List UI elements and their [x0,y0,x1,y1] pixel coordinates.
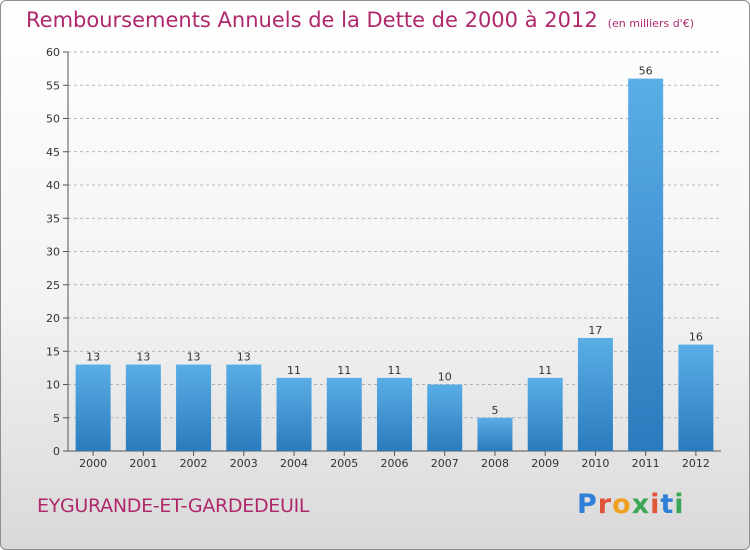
y-tick-label: 40 [46,179,60,192]
bar [678,344,714,451]
x-tick-label: 2000 [79,457,107,470]
bar [276,377,312,451]
brand-letter: i [674,489,685,520]
data-label: 11 [287,364,301,377]
data-label: 13 [86,351,100,364]
bar [226,364,262,451]
x-tick-label: 2002 [180,457,208,470]
data-label: 13 [136,351,150,364]
y-tick-label: 20 [46,312,60,325]
data-label: 13 [237,351,251,364]
y-tick-label: 0 [53,445,60,458]
y-tick-label: 25 [46,279,60,292]
y-tick-label: 30 [46,246,60,259]
bar [477,417,513,451]
y-tick-label: 50 [46,113,60,126]
data-label: 56 [639,65,653,78]
brand-letter: t [660,489,675,520]
chart-title-row: Remboursements Annuels de la Dette de 20… [26,8,694,32]
x-tick-label: 2012 [682,457,710,470]
chart-title: Remboursements Annuels de la Dette de 20… [26,8,598,32]
commune-name: EYGURANDE-ET-GARDEDEUIL [37,495,310,517]
x-tick-label: 2004 [280,457,308,470]
proxiti-logo[interactable]: Proxiti [577,489,685,520]
y-tick-label: 15 [46,345,60,358]
y-tick-label: 45 [46,146,60,159]
tick-labels: 0 5 10 15 20 25 30 35 40 45 50 55 60 2000 2001 2002 2003… [46,46,710,470]
data-labels: 13 13 13 13 11 11 11 10 5 11 17 56 16 [86,65,703,417]
bar [75,364,111,451]
y-tick-label: 5 [53,412,60,425]
chart-subtitle: (en milliers d'€) [607,17,694,30]
y-tick-label: 10 [46,379,60,392]
brand-letter: i [650,489,661,520]
data-label: 17 [588,324,602,337]
data-label: 16 [689,331,703,344]
brand-letter: r [597,489,613,520]
x-tick-label: 2001 [129,457,157,470]
x-tick-label: 2007 [431,457,459,470]
bar [377,377,412,451]
y-tick-label: 35 [46,212,60,225]
x-tick-label: 2008 [481,457,509,470]
data-label: 5 [491,404,498,417]
x-tick-label: 2003 [230,457,258,470]
x-tick-label: 2011 [632,457,660,470]
data-label: 10 [438,371,452,384]
x-tick-label: 2009 [531,457,559,470]
data-label: 11 [337,364,351,377]
bar [427,384,463,451]
bars [75,78,714,451]
bar [176,364,212,451]
bar [577,337,613,451]
brand-letter: o [612,489,632,520]
x-tick-label: 2010 [581,457,609,470]
bar [125,364,161,451]
bar [326,377,362,451]
data-label: 13 [187,351,201,364]
y-tick-label: 55 [46,79,60,92]
bar [527,377,563,451]
bar [628,78,664,451]
brand-letter: P [577,489,598,520]
brand-letter: x [631,489,651,520]
x-tick-label: 2005 [330,457,358,470]
y-tick-label: 60 [46,46,60,59]
x-tick-label: 2006 [381,457,409,470]
data-label: 11 [388,364,402,377]
data-label: 11 [538,364,552,377]
